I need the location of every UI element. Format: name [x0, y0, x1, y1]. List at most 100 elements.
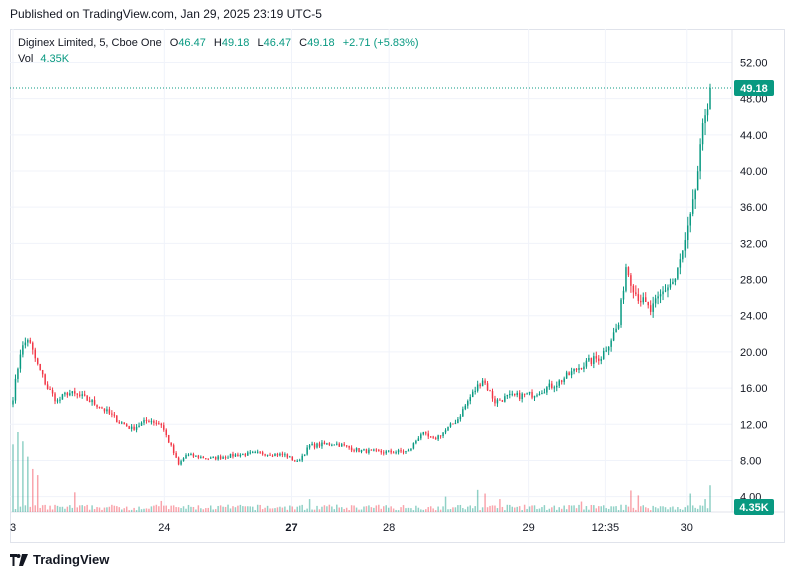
candle-body	[244, 454, 247, 456]
candle-body	[306, 447, 308, 455]
candle-body	[682, 250, 684, 260]
volume-bar	[563, 505, 565, 512]
volume-bar	[192, 506, 195, 512]
time-tick-label: 12:35	[592, 522, 620, 534]
candle-body	[454, 422, 457, 424]
candle-body	[91, 400, 93, 403]
candle-body	[27, 339, 29, 343]
volume-bar	[632, 507, 635, 512]
volume-bar	[513, 507, 516, 512]
volume-bar	[66, 506, 69, 512]
candle-body	[222, 457, 224, 459]
legend-symbol[interactable]: Diginex Limited, 5, Cboe One	[18, 37, 162, 49]
price-tick-label: 32.00	[740, 238, 768, 250]
candle-body	[54, 393, 56, 402]
candle-body	[541, 393, 543, 395]
volume-bar	[135, 510, 138, 512]
volume-bar	[664, 507, 667, 512]
volume-bar	[298, 505, 301, 512]
candle-body	[326, 443, 328, 445]
candle-body	[479, 384, 481, 387]
volume-bar	[276, 507, 279, 512]
volume-bar	[170, 505, 172, 512]
candle-body	[249, 452, 252, 454]
volume-bar	[350, 505, 353, 512]
volume-bar	[607, 508, 610, 512]
volume-bar	[321, 506, 323, 512]
candle-body	[615, 328, 617, 333]
candle-body	[434, 437, 437, 440]
volume-bar	[489, 505, 491, 512]
candle-body	[125, 424, 128, 427]
price-axis: 4.008.0012.0016.0020.0024.0028.0032.0036…	[740, 57, 768, 503]
candle-body	[133, 426, 135, 430]
candle-body	[266, 454, 269, 456]
volume-bar	[336, 504, 338, 512]
candle-body	[509, 394, 511, 396]
volume-bar	[360, 509, 363, 512]
candle-body	[659, 294, 662, 297]
time-tick-label: 27	[285, 522, 297, 534]
volume-bar	[279, 506, 281, 512]
candle-body	[583, 366, 585, 370]
time-axis: 3 24 27 28 29 12:35 30	[10, 522, 693, 534]
volume-bar	[479, 510, 481, 512]
volume-bar	[172, 505, 175, 512]
volume-bar	[266, 505, 269, 512]
volume-bar	[106, 507, 108, 512]
candle-body	[523, 393, 526, 395]
candle-body	[429, 436, 432, 438]
tradingview-brand[interactable]: TradingView	[10, 552, 109, 567]
volume-bar	[481, 507, 484, 512]
volume-bar	[163, 505, 165, 512]
volume-bar	[659, 506, 662, 512]
candle-body	[98, 407, 101, 409]
volume-bar	[326, 506, 328, 512]
volume-bar	[256, 504, 259, 512]
close-label: C	[299, 37, 308, 49]
candle-body	[150, 421, 153, 423]
volume-bar	[598, 506, 600, 512]
candle-body	[575, 368, 578, 370]
price-chart[interactable]: 4.008.0012.0016.0020.0024.0028.0032.0036…	[10, 29, 785, 543]
volume-bar	[96, 507, 98, 512]
candle-body	[437, 435, 439, 440]
volume-bar	[694, 507, 696, 512]
volume-bar	[247, 506, 249, 512]
volume-bar	[635, 509, 637, 512]
volume-bar	[454, 507, 457, 512]
candle-body	[551, 383, 553, 388]
volume-bar	[471, 508, 474, 512]
volume-bar	[662, 506, 664, 512]
candle-body	[417, 438, 420, 441]
volume-label[interactable]: Vol	[18, 53, 34, 65]
candle-body	[170, 442, 172, 446]
volume-bar	[684, 507, 687, 512]
candle-body	[687, 225, 689, 241]
candle-body	[116, 415, 118, 423]
candle-body	[130, 426, 133, 429]
volume-bar	[219, 505, 222, 512]
candle-body	[279, 453, 281, 456]
candle-body	[439, 435, 442, 437]
volume-bar	[49, 505, 51, 512]
volume-bar	[259, 504, 261, 512]
volume-bar	[338, 507, 340, 512]
volume-bar	[526, 508, 528, 512]
candle-body	[464, 405, 467, 410]
volume-bar	[630, 490, 632, 512]
candle-body	[187, 454, 190, 456]
candle-body	[664, 290, 667, 292]
candle-body	[511, 393, 514, 395]
volume-bar	[39, 507, 41, 512]
volume-bar	[227, 504, 229, 512]
candle-body	[427, 433, 429, 437]
candle-body	[180, 461, 182, 465]
candle-body	[647, 302, 649, 306]
volume-bar	[340, 507, 343, 512]
volume-bar	[575, 508, 578, 512]
volume-bar	[506, 504, 509, 512]
volume-bar	[467, 506, 469, 512]
volume-bar	[518, 506, 521, 512]
candle-body	[118, 422, 121, 424]
